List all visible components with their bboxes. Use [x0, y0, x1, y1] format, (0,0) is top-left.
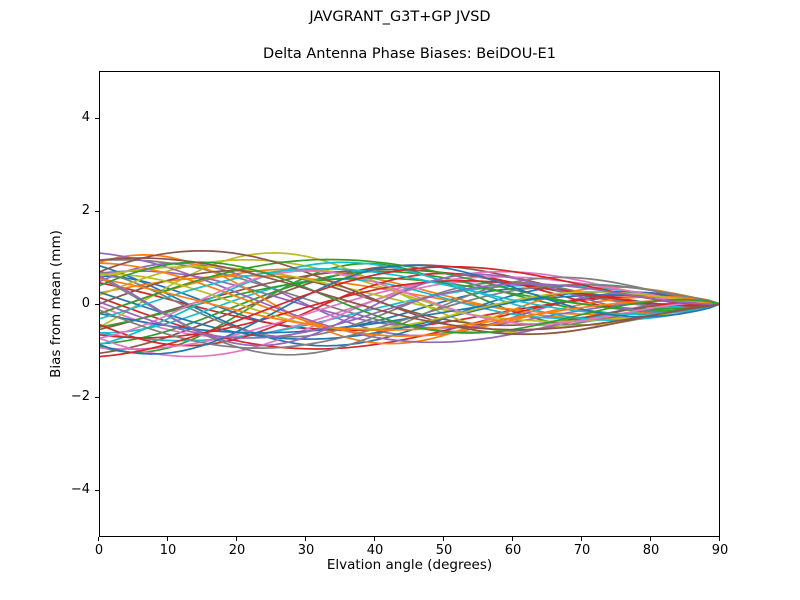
series-line-35 [99, 249, 720, 336]
x-tick-label: 50 [435, 543, 453, 558]
axes-frame [99, 71, 720, 537]
x-tick-label: 60 [504, 543, 522, 558]
x-tick-mark [443, 537, 444, 541]
axes-title: Delta Antenna Phase Biases: BeiDOU-E1 [263, 46, 556, 62]
series-line-42 [99, 261, 720, 334]
series-line-17 [99, 270, 720, 338]
y-tick-mark [95, 397, 99, 398]
plot-area [99, 71, 720, 537]
y-tick-label: 2 [81, 202, 90, 218]
x-tick-mark [374, 537, 375, 541]
x-tick-mark [167, 537, 168, 541]
x-tick-mark [581, 537, 582, 541]
x-tick-mark [98, 537, 99, 541]
y-tick-mark [95, 118, 99, 119]
x-tick-mark [719, 537, 720, 541]
series-line-25 [99, 269, 720, 327]
y-tick-label: 4 [81, 109, 90, 125]
x-tick-label: 30 [297, 543, 315, 558]
y-tick-mark [95, 304, 99, 305]
series-line-45 [99, 257, 720, 331]
series-line-32 [99, 258, 720, 315]
y-tick-mark [95, 490, 99, 491]
series-line-41 [99, 277, 720, 331]
series-line-6 [99, 280, 720, 338]
y-tick-label: −2 [70, 389, 90, 405]
x-tick-label: 0 [94, 543, 104, 558]
x-tick-mark [236, 537, 237, 541]
series-line-39 [99, 267, 720, 320]
series-line-40 [99, 264, 720, 355]
x-tick-mark [650, 537, 651, 541]
x-tick-label: 70 [573, 543, 591, 558]
x-axis-label: Elvation angle (degrees) [326, 557, 493, 573]
x-tick-mark [512, 537, 513, 541]
line-series-canvas [99, 71, 720, 537]
y-tick-label: −4 [70, 482, 90, 498]
x-tick-label: 80 [642, 543, 660, 558]
y-axis-label: Bias from mean (mm) [48, 230, 64, 378]
y-tick-label: 0 [81, 296, 90, 311]
x-tick-mark [305, 537, 306, 541]
series-line-44 [99, 282, 720, 339]
x-tick-label: 20 [228, 543, 246, 558]
figure-suptitle: JAVGRANT_G3T+GP JVSD [309, 9, 491, 25]
x-tick-label: 90 [711, 543, 729, 558]
x-tick-label: 10 [159, 543, 177, 558]
x-tick-label: 40 [366, 543, 384, 558]
y-tick-mark [95, 211, 99, 212]
